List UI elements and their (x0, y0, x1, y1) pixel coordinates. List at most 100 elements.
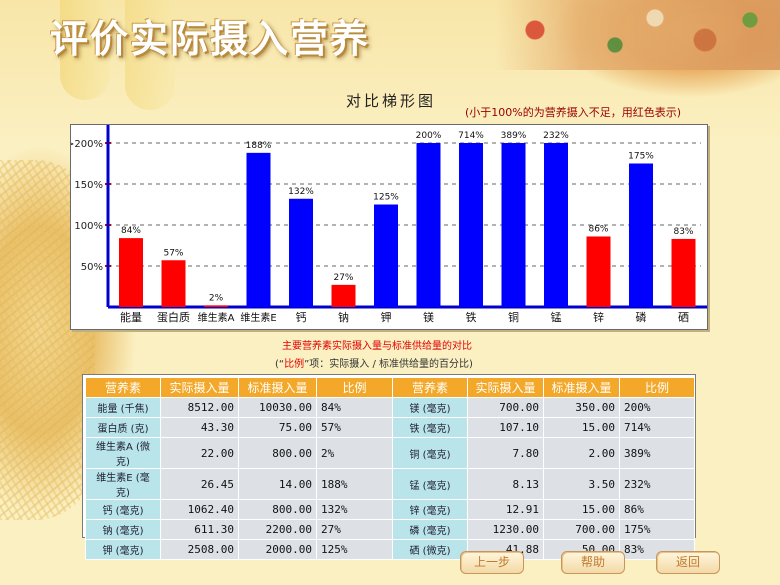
chart-bar (331, 284, 356, 307)
table-row: 能量 (千焦) 8512.00 10030.00 84% 镁 (毫克) 700.00 350… (85, 397, 695, 418)
category-label: 镁 (423, 310, 434, 324)
bar-value-label: 86% (588, 224, 608, 234)
ratio-cell: 2% (316, 437, 393, 469)
category-label: 维生素A (198, 311, 235, 324)
amount-cell: 15.00 (543, 417, 620, 438)
ratio-caption: (“比例”项：实际摄入 / 标准供给量的百分比) (275, 355, 473, 370)
caption-highlight: 比例 (284, 359, 305, 370)
chart-bar (289, 198, 313, 307)
page-title: 评价实际摄入营养 (50, 16, 371, 61)
bar-value-label: 27% (333, 273, 353, 283)
chart-bar (459, 143, 483, 307)
amount-cell: 800.00 (238, 437, 317, 469)
amount-cell: 2508.00 (160, 539, 239, 560)
chart-bar (586, 236, 611, 307)
amount-cell: 611.30 (160, 519, 239, 540)
bar-value-label: 389% (501, 131, 527, 141)
amount-cell: 8512.00 (160, 397, 239, 418)
table-header-cell: 比例 (316, 377, 393, 398)
nutrient-name-cell: 钙 (毫克) (85, 499, 161, 520)
amount-cell: 1230.00 (467, 519, 544, 540)
nutrient-name-cell: 锰 (毫克) (392, 468, 468, 500)
table-row: 维生素E (毫克) 26.45 14.00 188% 锰 (毫克) 8.13 3.50 232… (85, 468, 695, 500)
food-photo-decoration (495, 0, 780, 70)
amount-cell: 700.00 (543, 519, 620, 540)
table-header-cell: 实际摄入量 (160, 377, 239, 398)
chart-bar (161, 260, 186, 307)
ratio-cell: 84% (316, 397, 393, 418)
amount-cell: 800.00 (238, 499, 317, 520)
amount-cell: 107.10 (467, 417, 544, 438)
nutrient-name-cell: 硒 (微克) (392, 539, 468, 560)
banana-decoration (60, 0, 110, 100)
category-label: 维生素E (240, 311, 276, 324)
nutrient-name-cell: 铁 (毫克) (392, 417, 468, 438)
table-header-cell: 营养素 (85, 377, 161, 398)
bar-value-label: 132% (288, 187, 314, 197)
table-header-cell: 标准摄入量 (543, 377, 620, 398)
ratio-cell: 125% (316, 539, 393, 560)
prev-step-button[interactable]: 上一步 (460, 551, 524, 574)
bar-value-label: 125% (373, 193, 399, 203)
bar-value-label: 232% (543, 131, 569, 141)
help-button[interactable]: 帮助 (561, 551, 625, 574)
category-label: 钠 (338, 310, 349, 324)
bar-chart: >200% 150% 100% 50% 84% 能量 57% 蛋白质 2% 维生素A 188% 维生素… (70, 124, 708, 330)
amount-cell: 1062.40 (160, 499, 239, 520)
bar-value-label: 188% (246, 141, 272, 151)
bar-value-label: 2% (209, 293, 224, 303)
ratio-cell: 86% (619, 499, 695, 520)
ratio-cell: 27% (316, 519, 393, 540)
y-tick-label: 100% (74, 221, 103, 232)
amount-cell: 2.00 (543, 437, 620, 469)
amount-cell: 3.50 (543, 468, 620, 500)
nutrient-name-cell: 磷 (毫克) (392, 519, 468, 540)
bar-value-label: 714% (458, 131, 484, 141)
bar-value-label: 57% (163, 248, 183, 258)
nutrient-name-cell: 锌 (毫克) (392, 499, 468, 520)
nutrient-name-cell: 铜 (毫克) (392, 437, 468, 469)
table-header-cell: 营养素 (392, 377, 468, 398)
ratio-cell: 232% (619, 468, 695, 500)
table-header-cell: 标准摄入量 (238, 377, 317, 398)
chart-bar (501, 143, 526, 307)
ratio-cell: 714% (619, 417, 695, 438)
chart-caption: 主要营养素实际摄入量与标准供给量的对比 (282, 341, 472, 352)
table-row: 维生素A (微克) 22.00 800.00 2% 铜 (毫克) 7.80 2.00 389% (85, 437, 695, 469)
nutrition-table: 营养素 实际摄入量 标准摄入量 比例 营养素 实际摄入量 标准摄入量 比例 能量 (千焦) 85… (85, 377, 695, 560)
nutrient-name-cell: 钠 (毫克) (85, 519, 161, 540)
ratio-cell: 188% (316, 468, 393, 500)
chart-bar (544, 143, 568, 307)
chart-bar (671, 238, 696, 307)
category-label: 硒 (678, 311, 689, 324)
y-tick-label: >200% (71, 139, 103, 150)
banana-decoration (125, 0, 175, 110)
amount-cell: 15.00 (543, 499, 620, 520)
amount-cell: 350.00 (543, 397, 620, 418)
table-row: 钠 (毫克) 611.30 2200.00 27% 磷 (毫克) 1230.00 700.0… (85, 519, 695, 540)
amount-cell: 12.91 (467, 499, 544, 520)
nutrient-name-cell: 能量 (千焦) (85, 397, 161, 418)
category-label: 蛋白质 (157, 310, 190, 324)
category-label: 钙 (296, 310, 307, 324)
back-button[interactable]: 返回 (656, 551, 720, 574)
category-label: 能量 (120, 310, 142, 324)
chart-bar (374, 204, 398, 307)
category-label: 铁 (466, 311, 477, 324)
category-label: 铜 (508, 310, 519, 324)
ratio-cell: 132% (316, 499, 393, 520)
chart-bar (204, 305, 228, 307)
table-row: 钙 (毫克) 1062.40 800.00 132% 锌 (毫克) 12.91 15.00 8… (85, 499, 695, 520)
nutrient-name-cell: 维生素E (毫克) (85, 468, 161, 500)
nutrition-table-container: 营养素 实际摄入量 标准摄入量 比例 营养素 实际摄入量 标准摄入量 比例 能量 (千焦) 85… (82, 374, 696, 560)
table-row: 蛋白质 (克) 43.30 75.00 57% 铁 (毫克) 107.10 15.00 714… (85, 417, 695, 438)
amount-cell: 26.45 (160, 468, 239, 500)
nutrient-name-cell: 维生素A (微克) (85, 437, 161, 469)
amount-cell: 75.00 (238, 417, 317, 438)
amount-cell: 700.00 (467, 397, 544, 418)
chart-heading: 对比梯形图 (346, 92, 437, 110)
table-header-row: 营养素 实际摄入量 标准摄入量 比例 营养素 实际摄入量 标准摄入量 比例 (85, 377, 695, 398)
amount-cell: 14.00 (238, 468, 317, 500)
table-header-cell: 比例 (619, 377, 695, 398)
chart-bar (416, 143, 441, 307)
